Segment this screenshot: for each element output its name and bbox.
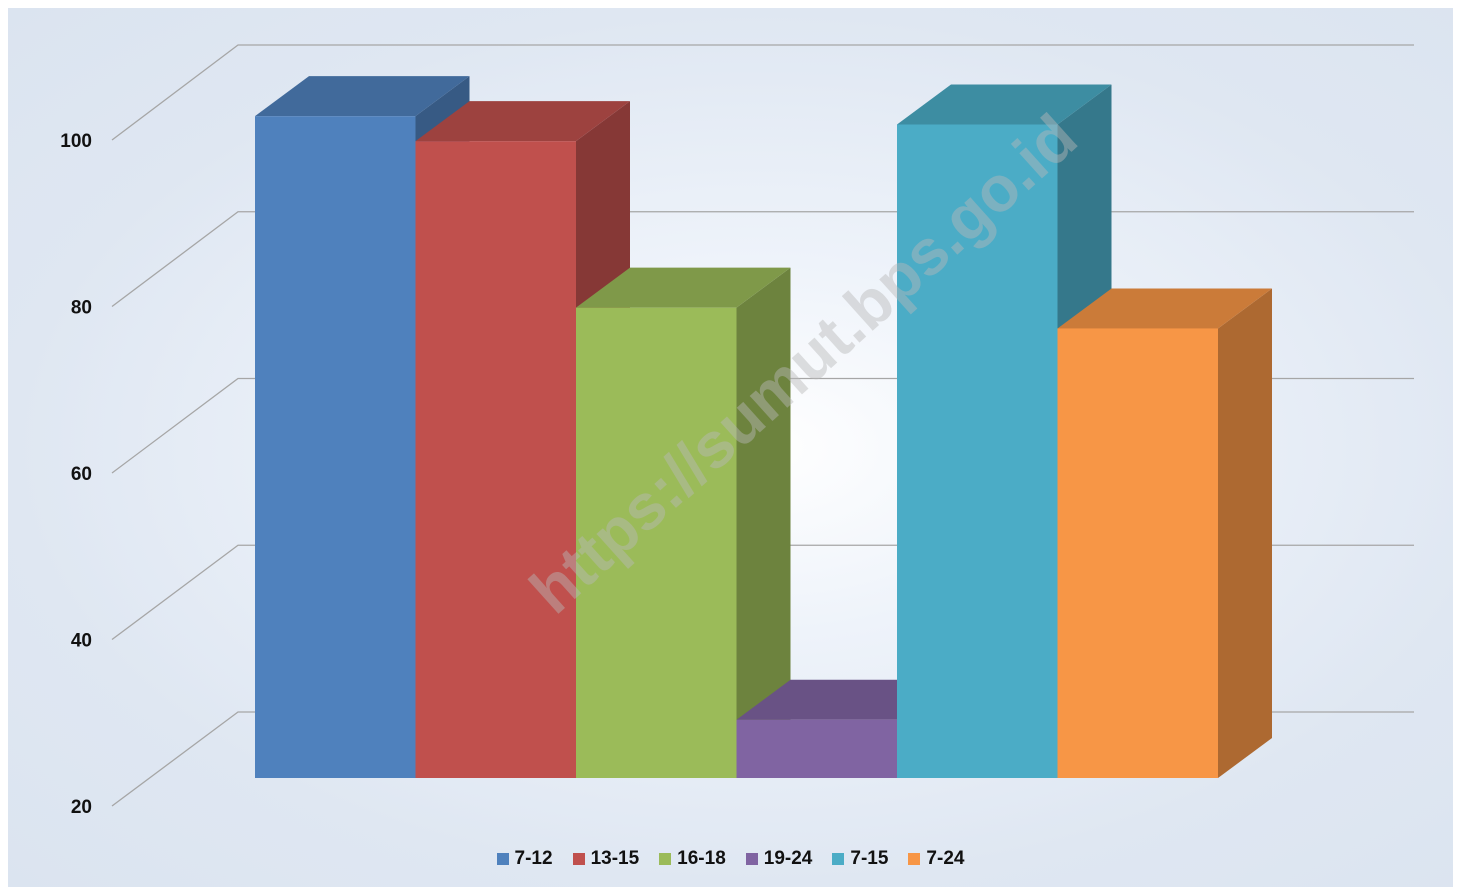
legend-label: 13-15 (590, 848, 640, 869)
legend-label: 7-15 (850, 848, 889, 869)
legend-item-16-18: 16-18 (659, 848, 726, 870)
y-tick-label: 100 (60, 131, 92, 152)
bars-layer (255, 76, 1272, 779)
legend-swatch (832, 853, 845, 865)
legend-item-19-24: 19-24 (745, 848, 813, 870)
y-tick-label: 80 (71, 298, 92, 319)
legend-swatch (496, 853, 509, 865)
legend-swatch (659, 853, 672, 865)
y-tick-label: 40 (71, 631, 92, 652)
legend-item-7-12: 7-12 (496, 848, 553, 870)
y-tick-label: 20 (71, 797, 92, 818)
legend-label: 7-24 (926, 848, 965, 869)
bar-7-15 (897, 84, 1112, 779)
legend-swatch (908, 853, 921, 865)
bar-16-18 (576, 267, 791, 778)
y-axis: 20 40 60 80 100 (60, 131, 92, 818)
legend: 7-12 13-15 16-18 19-24 7-15 7-24 (0, 848, 1461, 870)
legend-swatch (572, 853, 585, 865)
bar-7-24 (1057, 288, 1272, 778)
legend-item-7-15: 7-15 (832, 848, 888, 870)
legend-label: 7-12 (514, 848, 553, 869)
legend-item-7-24: 7-24 (908, 848, 964, 870)
y-tick-label: 60 (71, 464, 92, 485)
legend-label: 19-24 (763, 848, 813, 869)
legend-item-13-15: 13-15 (572, 848, 640, 870)
legend-label: 16-18 (677, 848, 726, 869)
legend-swatch (745, 853, 758, 865)
gridline-100 (111, 44, 1414, 141)
